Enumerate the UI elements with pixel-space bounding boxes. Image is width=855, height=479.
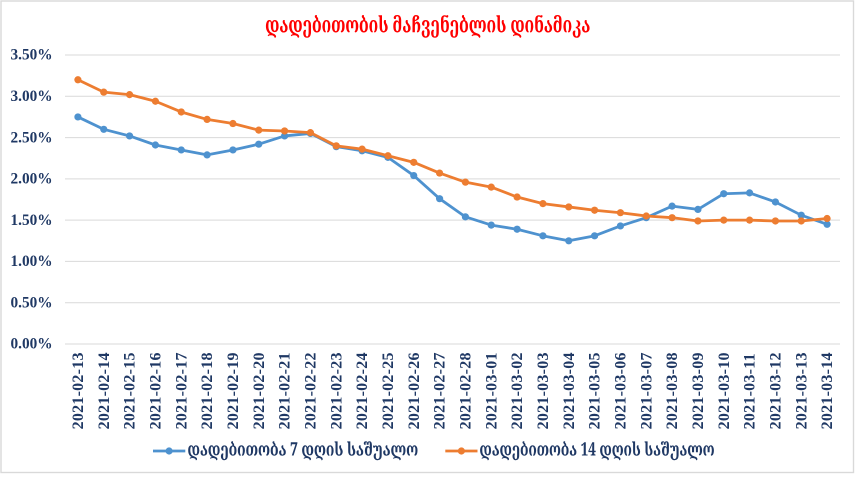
svg-text:2021-02-26: 2021-02-26 — [406, 352, 423, 429]
svg-text:2021-03-01: 2021-03-01 — [483, 352, 500, 429]
svg-text:2021-02-17: 2021-02-17 — [173, 352, 190, 429]
svg-text:2021-03-05: 2021-03-05 — [587, 352, 604, 429]
svg-text:2021-03-12: 2021-03-12 — [767, 352, 784, 429]
svg-text:2021-02-16: 2021-02-16 — [147, 352, 164, 429]
svg-text:2021-02-20: 2021-02-20 — [251, 352, 268, 429]
svg-text:3.00%: 3.00% — [11, 88, 53, 105]
svg-text:1.00%: 1.00% — [11, 253, 53, 270]
svg-text:2021-03-03: 2021-03-03 — [535, 352, 552, 429]
svg-text:2021-03-11: 2021-03-11 — [742, 353, 759, 429]
svg-text:2021-02-21: 2021-02-21 — [277, 352, 294, 429]
svg-text:2021-03-10: 2021-03-10 — [716, 352, 733, 429]
svg-text:2021-02-23: 2021-02-23 — [328, 352, 345, 429]
svg-text:2021-03-04: 2021-03-04 — [561, 352, 578, 429]
svg-text:2021-03-06: 2021-03-06 — [612, 352, 629, 429]
svg-text:2021-03-07: 2021-03-07 — [638, 352, 655, 429]
svg-text:2021-02-27: 2021-02-27 — [432, 352, 449, 429]
svg-text:2021-02-13: 2021-02-13 — [70, 352, 87, 429]
svg-text:2021-02-14: 2021-02-14 — [96, 352, 113, 429]
svg-text:3.50%: 3.50% — [11, 47, 53, 64]
svg-text:2021-03-08: 2021-03-08 — [664, 352, 681, 429]
svg-text:2.00%: 2.00% — [11, 171, 53, 188]
svg-text:2021-02-28: 2021-02-28 — [457, 352, 474, 429]
svg-text:0.50%: 0.50% — [11, 294, 53, 311]
svg-text:2021-02-22: 2021-02-22 — [302, 352, 319, 429]
svg-text:2021-03-13: 2021-03-13 — [793, 352, 810, 429]
svg-text:2021-03-09: 2021-03-09 — [690, 352, 707, 429]
svg-text:2021-03-14: 2021-03-14 — [819, 352, 836, 429]
svg-text:2021-03-02: 2021-03-02 — [509, 352, 526, 429]
svg-text:2021-02-18: 2021-02-18 — [199, 352, 216, 429]
svg-text:0.00%: 0.00% — [11, 336, 53, 353]
svg-text:2021-02-15: 2021-02-15 — [122, 352, 139, 429]
svg-text:2.50%: 2.50% — [11, 129, 53, 146]
svg-text:2021-02-24: 2021-02-24 — [354, 352, 371, 429]
svg-text:2021-02-19: 2021-02-19 — [225, 352, 242, 429]
svg-text:2021-02-25: 2021-02-25 — [380, 352, 397, 429]
svg-text:1.50%: 1.50% — [11, 212, 53, 229]
